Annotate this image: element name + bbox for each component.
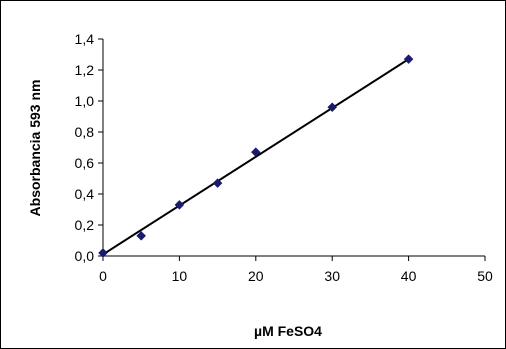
y-axis-title: Absorbancia 593 nm xyxy=(27,80,43,217)
y-tick-label: 0,4 xyxy=(75,186,95,202)
data-point xyxy=(250,147,261,158)
x-tick-label: 10 xyxy=(172,268,188,284)
x-tick-label: 0 xyxy=(99,268,107,284)
data-point xyxy=(98,248,108,258)
x-axis-title: µM FeSO4 xyxy=(254,323,322,339)
x-tick-label: 30 xyxy=(324,268,340,284)
y-tick-label: 0,8 xyxy=(75,124,95,140)
y-axis-ticks: 0,0 0,2 0,4 0,6 0,8 1,0 1,2 1,4 xyxy=(75,31,103,264)
y-tick-label: 0,0 xyxy=(75,248,95,264)
data-point xyxy=(327,102,338,113)
y-tick-label: 1,0 xyxy=(75,93,95,109)
x-tick-label: 20 xyxy=(248,268,264,284)
x-tick-label: 50 xyxy=(477,268,493,284)
chart-axes xyxy=(102,39,485,257)
x-axis-ticks: 0 10 20 30 40 50 xyxy=(99,256,493,284)
y-tick-label: 1,2 xyxy=(75,62,95,78)
data-point xyxy=(212,178,223,189)
x-tick-label: 40 xyxy=(401,268,417,284)
data-point xyxy=(136,230,147,241)
data-point xyxy=(403,54,414,65)
data-points xyxy=(98,54,414,258)
data-point xyxy=(174,199,185,210)
y-tick-label: 0,6 xyxy=(75,155,95,171)
y-tick-label: 0,2 xyxy=(75,217,95,233)
y-tick-label: 1,4 xyxy=(75,31,95,47)
